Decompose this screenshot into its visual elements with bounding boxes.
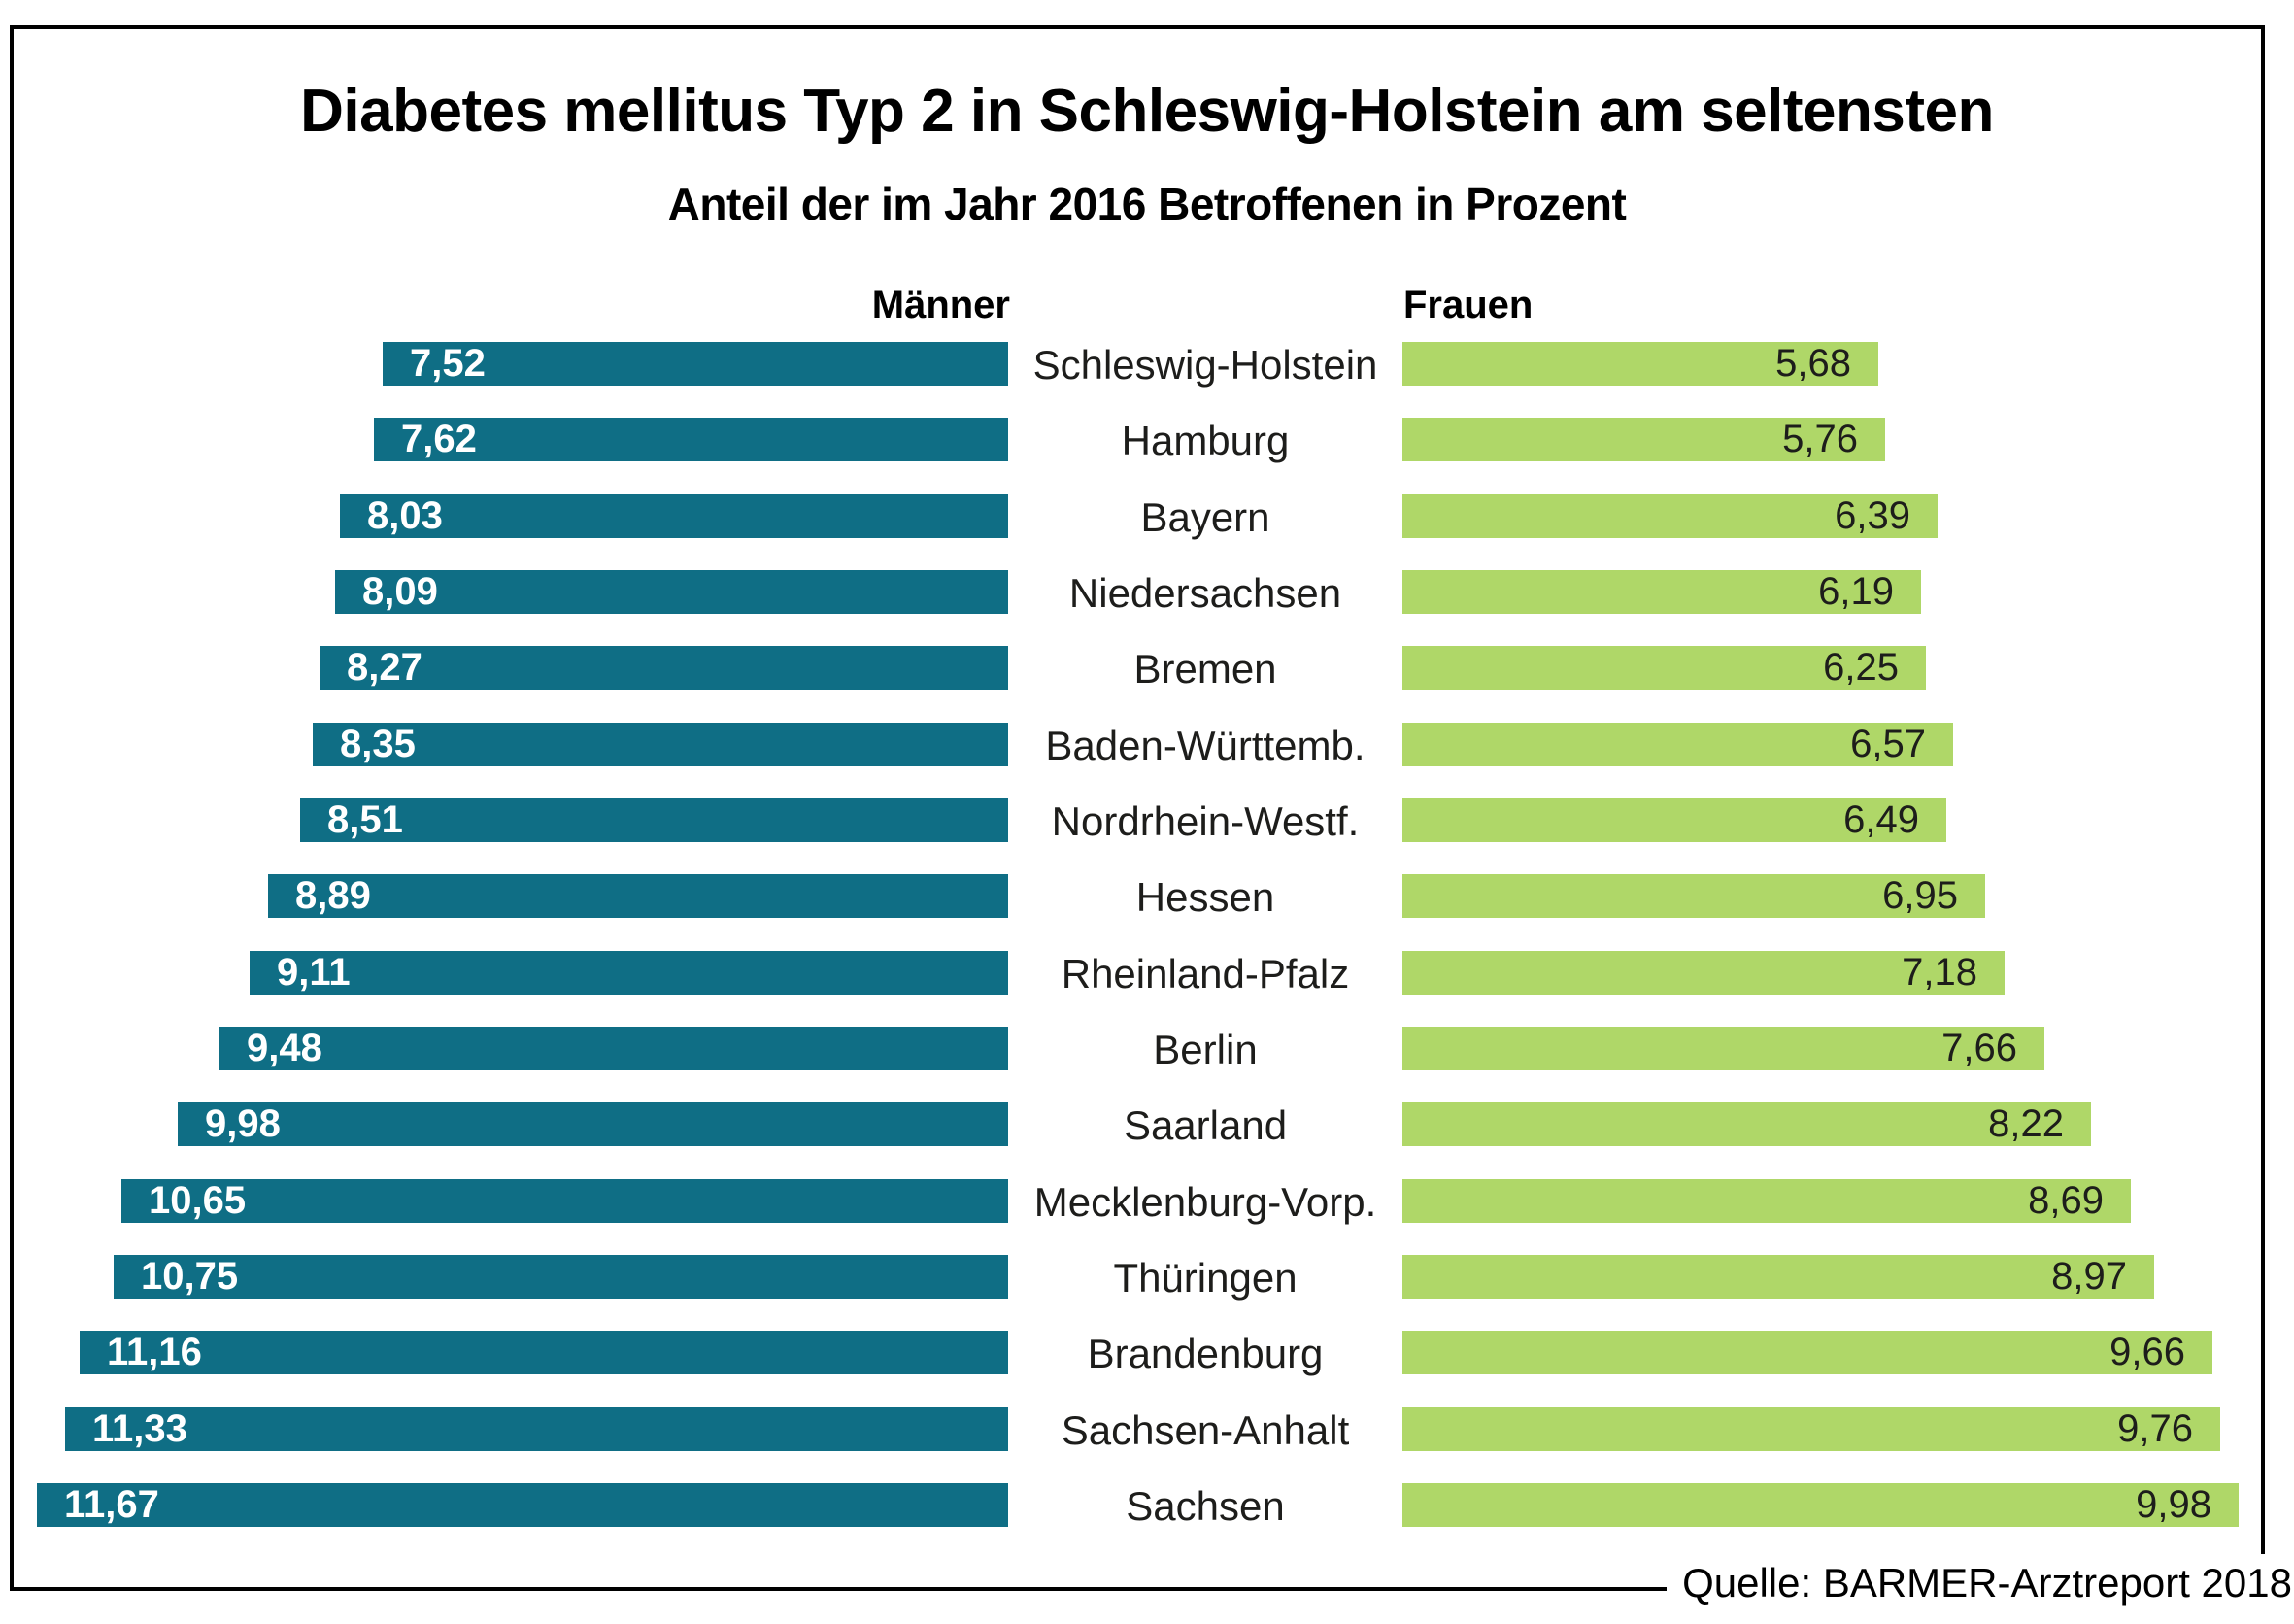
women-bar-value: 6,57: [1850, 723, 1926, 765]
state-label: Nordrhein-Westf.: [1051, 798, 1360, 844]
men-bar: 10,65: [121, 1179, 1008, 1223]
state-label: Baden-Württemb.: [1045, 723, 1366, 768]
state-label: Sachsen-Anhalt: [1061, 1407, 1350, 1453]
men-bar-value: 8,89: [295, 874, 371, 917]
men-bar-value: 9,11: [277, 951, 351, 994]
women-bar-value: 6,19: [1818, 570, 1894, 613]
state-label: Niedersachsen: [1068, 570, 1342, 616]
chart-frame-border: [10, 25, 2265, 1591]
women-bar-value: 7,18: [1902, 951, 1977, 994]
state-label: Rheinland-Pfalz: [1061, 951, 1350, 997]
women-bar: 9,66: [1402, 1331, 2212, 1374]
state-label: Hamburg: [1121, 418, 1290, 463]
men-bar: 8,27: [320, 646, 1008, 690]
state-label: Hessen: [1135, 874, 1275, 920]
men-bar: 11,33: [65, 1407, 1008, 1451]
women-bar-value: 5,68: [1775, 342, 1851, 385]
men-bar-value: 7,62: [401, 418, 477, 460]
men-bar-value: 11,67: [64, 1483, 159, 1526]
column-header-women: Frauen: [1403, 284, 1534, 326]
source-caption: Quelle: BARMER-Arztreport 2018: [1667, 1554, 2294, 1614]
men-bar: 11,67: [37, 1483, 1008, 1527]
women-bar: 9,98: [1402, 1483, 2239, 1527]
women-bar-value: 9,76: [2117, 1407, 2193, 1450]
state-label: Berlin: [1153, 1027, 1258, 1072]
women-bar-value: 7,66: [1941, 1027, 2017, 1069]
women-bar: 6,95: [1402, 874, 1985, 918]
women-bar: 6,49: [1402, 798, 1946, 842]
state-label: Bayern: [1140, 494, 1270, 540]
men-bar-value: 10,65: [149, 1179, 247, 1222]
women-bar: 6,19: [1402, 570, 1921, 614]
women-bar: 7,66: [1402, 1027, 2044, 1070]
men-bar: 8,03: [340, 494, 1008, 538]
state-label: Schleswig-Holstein: [1032, 342, 1378, 388]
men-bar-value: 11,16: [107, 1331, 202, 1373]
men-bar-value: 10,75: [141, 1255, 239, 1298]
men-bar-value: 8,03: [367, 494, 443, 537]
men-bar: 9,11: [250, 951, 1008, 995]
women-bar-value: 6,39: [1835, 494, 1910, 537]
men-bar: 8,89: [268, 874, 1008, 918]
men-bar-value: 11,33: [92, 1407, 187, 1450]
column-header-men: Männer: [871, 284, 1010, 326]
men-bar-value: 8,27: [347, 646, 422, 689]
women-bar-value: 6,49: [1843, 798, 1919, 841]
men-bar: 11,16: [80, 1331, 1008, 1374]
state-label: Mecklenburg-Vorp.: [1033, 1179, 1377, 1225]
men-bar-value: 7,52: [410, 342, 486, 385]
women-bar-value: 6,25: [1823, 646, 1899, 689]
men-bar: 8,35: [313, 723, 1008, 766]
state-label: Saarland: [1123, 1102, 1288, 1148]
men-bar-value: 8,09: [362, 570, 438, 613]
men-bar: 9,98: [178, 1102, 1008, 1146]
men-bar-value: 8,35: [340, 723, 416, 765]
state-label: Brandenburg: [1087, 1331, 1324, 1376]
men-bar-value: 9,48: [247, 1027, 322, 1069]
women-bar: 7,18: [1402, 951, 2005, 995]
women-bar: 8,22: [1402, 1102, 2091, 1146]
women-bar-value: 6,95: [1882, 874, 1958, 917]
men-bar: 9,48: [219, 1027, 1008, 1070]
women-bar: 9,76: [1402, 1407, 2220, 1451]
state-label: Sachsen: [1126, 1483, 1285, 1529]
women-bar-value: 9,66: [2109, 1331, 2185, 1373]
women-bar-value: 8,69: [2028, 1179, 2104, 1222]
women-bar-value: 8,22: [1988, 1102, 2064, 1145]
state-label: Thüringen: [1113, 1255, 1298, 1301]
men-bar: 8,51: [300, 798, 1008, 842]
women-bar: 6,57: [1402, 723, 1953, 766]
women-bar: 5,68: [1402, 342, 1878, 386]
women-bar: 6,39: [1402, 494, 1938, 538]
state-label: Bremen: [1133, 646, 1277, 692]
men-bar: 8,09: [335, 570, 1008, 614]
women-bar: 8,69: [1402, 1179, 2131, 1223]
women-bar-value: 9,98: [2136, 1483, 2211, 1526]
men-bar: 10,75: [114, 1255, 1008, 1299]
men-bar: 7,52: [383, 342, 1008, 386]
men-bar-value: 9,98: [205, 1102, 281, 1145]
chart-subtitle: Anteil der im Jahr 2016 Betroffenen in P…: [667, 179, 1627, 229]
men-bar-value: 8,51: [327, 798, 403, 841]
women-bar-value: 5,76: [1782, 418, 1858, 460]
women-bar: 6,25: [1402, 646, 1926, 690]
chart-title: Diabetes mellitus Typ 2 in Schleswig-Hol…: [300, 78, 1994, 145]
men-bar: 7,62: [374, 418, 1008, 461]
women-bar-value: 8,97: [2051, 1255, 2127, 1298]
women-bar: 8,97: [1402, 1255, 2154, 1299]
women-bar: 5,76: [1402, 418, 1885, 461]
